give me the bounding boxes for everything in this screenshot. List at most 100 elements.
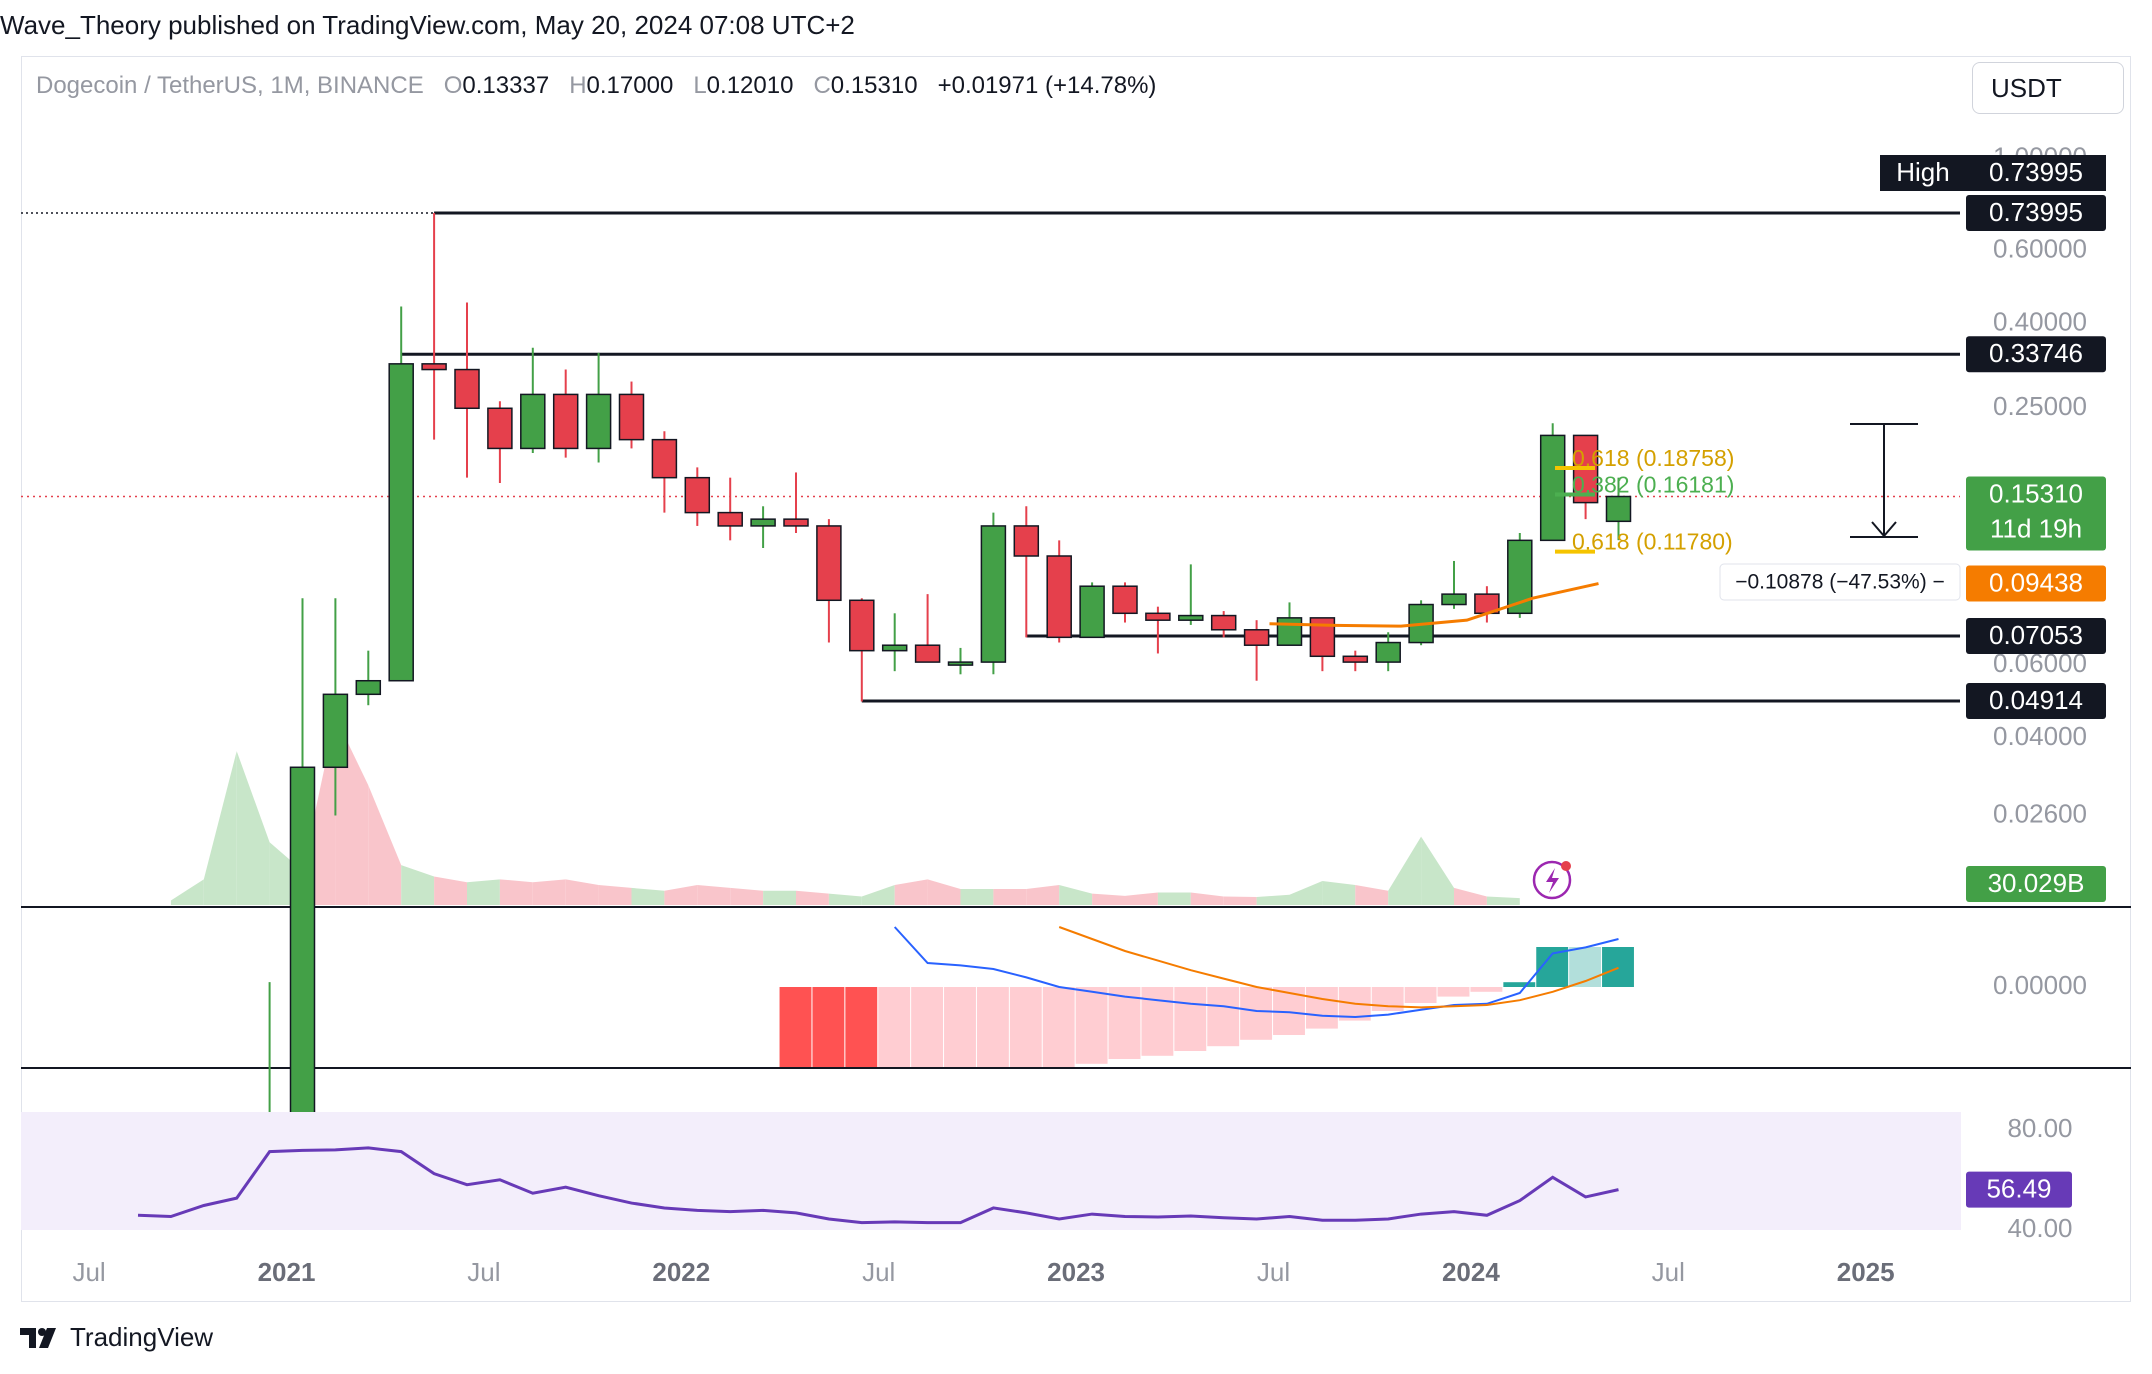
macd-histogram-bar (1470, 987, 1503, 992)
fib-level-label: 0.618 (0.11780) (1572, 529, 1733, 555)
footer-brand[interactable]: TradingView (20, 1322, 213, 1353)
macd-line (893, 926, 1619, 1019)
time-axis-label: Jul (1652, 1257, 1685, 1287)
candle-body (849, 599, 875, 652)
candle-body (1013, 525, 1040, 557)
level-tag-bg (1966, 195, 2106, 231)
fib-level-label: 0.382 (0.16181) (1572, 472, 1734, 498)
level-tag: 0.73995 (1966, 195, 2106, 231)
macd-histogram-bar (845, 987, 878, 1067)
candle-body (585, 393, 612, 450)
candle-body (1243, 629, 1270, 646)
macd-histogram-bar (976, 987, 1009, 1067)
price-axis-tick: 0.25000 (1993, 391, 2087, 421)
measure-label-box: −0.10878 (−47.53%) − (1719, 563, 1961, 601)
macd-histogram-bar (944, 987, 976, 1067)
volume-area-segment (828, 893, 862, 905)
price-axis-tick: 0.02600 (1993, 798, 2087, 828)
price-axis-tick: 0.04000 (1993, 721, 2087, 751)
candle-body (881, 644, 908, 652)
candle-body (1046, 555, 1072, 639)
alert-dot-icon (1561, 861, 1571, 871)
volume-area-segment (1059, 885, 1093, 905)
candle-body (684, 476, 711, 514)
volume-area-segment (467, 879, 500, 905)
close-value: 0.15310 (830, 72, 918, 99)
volume-area-segment (598, 885, 632, 905)
volume-tag-label: 30.029B (1988, 868, 2085, 898)
candle-body (355, 679, 382, 696)
candle-body (322, 693, 349, 769)
volume-area-segment (532, 879, 566, 905)
volume-area-segment (1125, 892, 1158, 905)
volume-area-segment (170, 879, 204, 905)
candle-body (454, 368, 480, 410)
volume-area-segment (434, 876, 467, 905)
volume-area-segment (894, 879, 928, 905)
macd-histogram-bar (812, 987, 845, 1067)
volume-area-segment (1223, 896, 1257, 905)
volume-area-segment (730, 887, 764, 905)
currency-button[interactable]: USDT (1972, 62, 2124, 114)
time-axis-label: Jul (72, 1257, 105, 1287)
rsi-band (21, 1112, 1961, 1230)
measure-label-bg (1719, 563, 1961, 601)
volume-area-segment (1322, 881, 1356, 905)
ema-tag-label: 0.09438 (1989, 567, 2083, 597)
macd-histogram-bar (1207, 987, 1240, 1047)
low-value: 0.12010 (706, 72, 794, 99)
volume-area-segment (565, 879, 599, 905)
candle-body (618, 393, 645, 441)
high-value: 0.17000 (586, 72, 674, 99)
candle-body (914, 644, 941, 663)
ema-line (1269, 582, 1599, 628)
macd-histogram-bar (1042, 987, 1075, 1067)
candle-body (980, 525, 1007, 663)
close-key: C (813, 72, 831, 99)
candle-body (552, 393, 579, 450)
level-tag-label: 0.33746 (1989, 338, 2083, 368)
high-marker-label: High (1896, 157, 1949, 187)
candle-body (289, 766, 316, 1125)
volume-area-segment (368, 785, 402, 905)
symbol-title[interactable]: Dogecoin / TetherUS, 1M, BINANCE (36, 72, 424, 99)
change-value: +0.01971 (+14.78%) (937, 72, 1157, 99)
last-price-tag-bg (1966, 476, 2106, 551)
candle-body (1178, 614, 1204, 621)
high-key: H (569, 72, 587, 99)
open-key: O (443, 72, 463, 99)
level-tag: 0.04914 (1966, 683, 2106, 719)
macd-histogram-bar (1141, 987, 1174, 1056)
rsi-axis-tick: 40.00 (2007, 1213, 2072, 1243)
high-marker-value-bg (1966, 155, 2106, 191)
rsi-tag-bg (1966, 1171, 2072, 1208)
volume-area-segment (1454, 887, 1487, 905)
candle-body (1145, 612, 1171, 621)
time-axis-label: 2024 (1442, 1257, 1500, 1287)
level-tag: 0.33746 (1966, 336, 2106, 373)
macd-histogram-bar (1108, 987, 1141, 1059)
volume-area-segment (993, 889, 1027, 905)
volume-tag-bg (1966, 866, 2106, 902)
candle-body (1441, 593, 1467, 606)
macd-histogram-bar (1009, 987, 1042, 1067)
candle-body (1539, 434, 1566, 542)
candle-body (421, 363, 447, 371)
open-value: 0.13337 (462, 72, 550, 99)
candle-body (816, 525, 842, 602)
candle-body (717, 511, 743, 527)
alert-lightning-icon (1532, 860, 1572, 900)
macd-histogram-bar (1174, 987, 1207, 1051)
macd-histogram-bar (1437, 987, 1470, 997)
candle-body (1342, 655, 1369, 663)
candle-body (487, 407, 513, 450)
level-tag-bg (1966, 683, 2106, 719)
volume-area-segment (203, 751, 237, 905)
volume-area-segment (1388, 836, 1422, 905)
lightning-bolt-icon (1546, 868, 1559, 893)
macd-histogram-bar (1240, 987, 1273, 1040)
time-axis-label: Jul (862, 1257, 895, 1287)
volume-area-segment (1157, 892, 1191, 905)
low-key: L (693, 72, 707, 99)
